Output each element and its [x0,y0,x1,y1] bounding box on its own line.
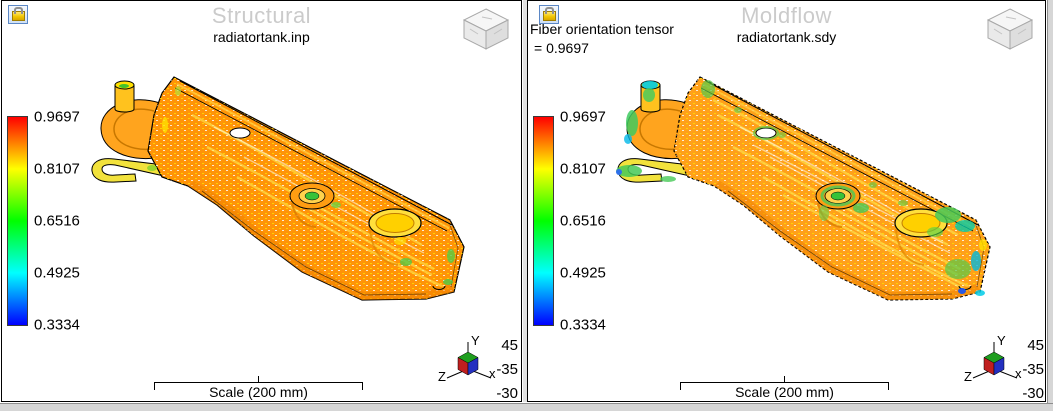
legend-tick-label: 0.8107 [34,160,80,178]
legend-colorbar [533,116,554,326]
rotation-value: 45 [1027,337,1044,354]
axis-label-y: Y [997,333,1006,348]
panel-title: Structural [211,3,312,28]
axis-label-z: Z [964,369,972,384]
rotation-value: 45 [501,337,518,354]
legend-tick-label: 0.9697 [34,108,80,126]
axis-label-x: x [489,366,496,381]
lock-button[interactable] [8,5,28,24]
axis-label-z: Z [438,369,446,384]
lock-button[interactable] [539,5,559,24]
rotation-value: -30 [1022,385,1044,402]
view-cube-icon[interactable] [462,7,510,51]
window-right-edge [1047,0,1053,403]
view-cube-icon[interactable] [986,7,1034,51]
scale-bar: Scale (200 mm) [680,375,889,401]
panel-subtitle: radiatortank.sdy [736,29,837,45]
panel-subtitle: radiatortank.inp [213,29,310,45]
axis-label-x: x [1015,366,1022,381]
legend-tick-label: 0.3334 [34,316,80,334]
window-bottom-edge [0,403,1053,411]
scale-bar-label: Scale (200 mm) [209,384,308,400]
scale-bar-tick [258,376,259,383]
legend-tick-label: 0.3334 [560,316,606,334]
legend-tick-label: 0.8107 [560,160,606,178]
legend-tick-label: 0.9697 [560,108,606,126]
annotation-result-name: Fiber orientation tensor [530,21,674,37]
scale-bar-tick [680,382,681,390]
axis-triad: Y x Z 45 -35 -30 [434,332,520,402]
model-viewport-structural[interactable] [2,55,521,317]
panel-structural: Structural radiatortank.inp 0.9697 0.810… [1,0,522,402]
legend-tick-label: 0.6516 [560,212,606,230]
axis-triad: Y x Z 45 -35 -30 [960,332,1046,402]
legend-tick-label: 0.4925 [34,264,80,282]
axis-label-y: Y [471,333,480,348]
scale-bar-tick [888,382,889,390]
panel-moldflow: Fiber orientation tensor = 0.9697 Moldfl… [527,0,1046,402]
legend-colorbar [7,116,28,326]
rotation-value: -35 [1022,361,1044,378]
padlock-icon [11,7,25,21]
padlock-icon [542,7,556,21]
scale-bar: Scale (200 mm) [154,375,363,401]
result-legend: 0.9697 0.8107 0.6516 0.4925 0.3334 [7,109,91,334]
axis-cube-icon [972,342,1018,379]
annotation-result-value: = 0.9697 [534,40,589,56]
rotation-value: -30 [496,385,518,402]
scale-bar-tick [154,382,155,390]
panel-divider[interactable] [523,0,527,402]
scale-bar-label: Scale (200 mm) [735,384,834,400]
legend-tick-label: 0.6516 [34,212,80,230]
axis-cube-icon [446,342,492,379]
panel-title: Moldflow [741,3,832,28]
model-viewport-moldflow[interactable] [528,55,1047,317]
result-legend: 0.9697 0.8107 0.6516 0.4925 0.3334 [533,109,617,334]
scale-bar-tick [362,382,363,390]
rotation-value: -35 [496,361,518,378]
legend-tick-label: 0.4925 [560,264,606,282]
scale-bar-tick [784,376,785,383]
